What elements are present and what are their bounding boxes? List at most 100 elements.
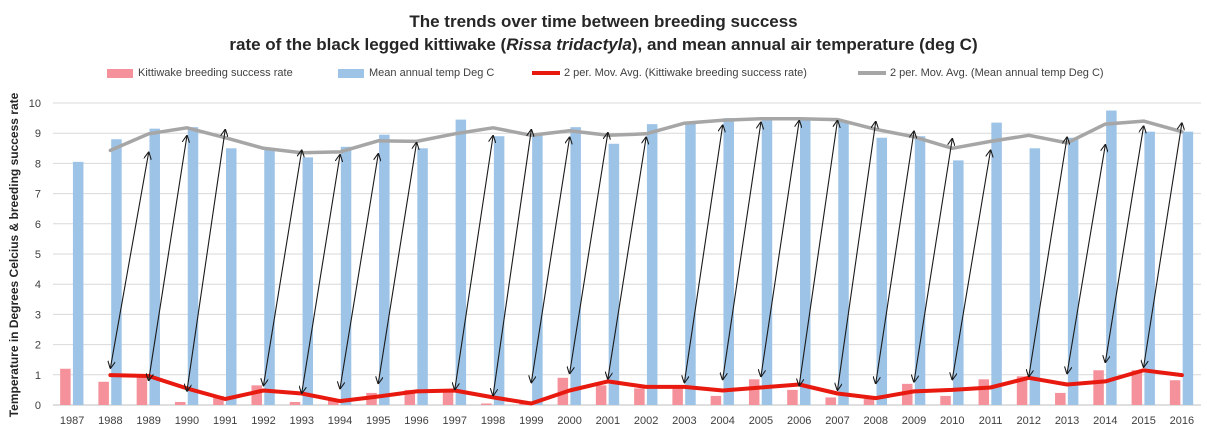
- y-tick-label: 8: [35, 158, 41, 170]
- x-tick-label: 2000: [557, 415, 581, 427]
- y-tick-label: 0: [35, 400, 41, 412]
- breeding-success-bar: [289, 401, 301, 405]
- chart-title-line-1: The trends over time between breeding su…: [409, 12, 798, 31]
- x-tick-label: 2008: [863, 415, 887, 427]
- annotation-arrow: [493, 130, 531, 396]
- y-tick-label: 9: [35, 128, 41, 140]
- mean-temp-bar: [1067, 137, 1079, 406]
- mean-temp-bar: [1029, 148, 1041, 406]
- mean-temp-bar: [264, 148, 275, 406]
- breeding-success-bar: [213, 395, 224, 405]
- breeding-success-bar: [863, 398, 875, 405]
- x-tick-label: 1987: [60, 415, 84, 427]
- mean-temp-bar: [1106, 110, 1117, 406]
- breeding-success-bar: [1055, 392, 1066, 405]
- breeding-success-bar: [825, 397, 836, 405]
- y-tick-labels: 0 1 2 3 4 5 6 7 8 9 10: [29, 98, 41, 412]
- annotation-arrow: [378, 143, 416, 384]
- x-tick-label: 2014: [1093, 415, 1117, 427]
- mean-temp-bar: [493, 136, 505, 405]
- x-tick-label: 2016: [1170, 415, 1194, 427]
- mean-temp-bar: [570, 127, 581, 405]
- breeding-success-bar: [60, 368, 71, 405]
- x-tick-label: 1997: [443, 415, 467, 427]
- x-tick-labels: 1987 1988 1989 1990 1991 1992 1993 1994 1995 1996…: [60, 415, 1194, 427]
- x-tick-label: 2006: [787, 415, 811, 427]
- mean-temp-bar: [1182, 131, 1194, 405]
- y-tick-label: 3: [35, 309, 41, 321]
- mean-temp-bar: [417, 148, 428, 406]
- x-tick-label: 1998: [481, 415, 505, 427]
- annotation-arrow: [110, 152, 148, 368]
- annotation-arrow: [1144, 123, 1182, 367]
- y-tick-label: 5: [35, 249, 41, 261]
- breeding-success-bar: [634, 388, 645, 405]
- legend-label-breeding-mov-avg: 2 per. Mov. Avg. (Kittiwake breeding suc…: [564, 67, 807, 79]
- legend-item-breeding-success: Kittiwake breeding success rate: [107, 67, 293, 79]
- chart-title-line-2: rate of the black legged kittiwake (Riss…: [0, 33, 1207, 56]
- x-tick-label: 2011: [979, 415, 1003, 427]
- breeding-success-bar: [1016, 376, 1028, 405]
- x-tick-label: 1988: [98, 415, 122, 427]
- mean-temp-bar: [302, 157, 314, 405]
- x-tick-label: 1994: [328, 415, 352, 427]
- y-tick-label: 6: [35, 219, 41, 231]
- mean-temp-bar: [455, 119, 467, 406]
- y-tick-label: 7: [35, 189, 41, 201]
- annotation-arrow: [531, 137, 569, 382]
- breeding-success-bar: [174, 401, 186, 405]
- breeding-success-bar: [595, 385, 607, 405]
- annotation-arrow: [914, 139, 952, 382]
- x-tick-label: 2010: [940, 415, 964, 427]
- x-tick-label: 1991: [213, 415, 237, 427]
- x-tick-label: 1993: [289, 415, 313, 427]
- x-tick-label: 2001: [596, 415, 620, 427]
- x-tick-label: 2002: [634, 415, 658, 427]
- legend-label-mean-temp: Mean annual temp Deg C: [369, 67, 495, 79]
- x-tick-label: 2005: [749, 415, 773, 427]
- mean-temp-bar: [72, 161, 84, 405]
- legend-swatch-breeding-mov-avg: [532, 71, 560, 75]
- annotation-arrow: [455, 136, 493, 390]
- legend-item-temp-mov-avg: 2 per. Mov. Avg. (Mean annual temp Deg C…: [858, 67, 1104, 79]
- gridlines: [53, 102, 1201, 406]
- annotation-arrow: [761, 121, 799, 377]
- annotation-arrow: [1067, 145, 1105, 374]
- x-tick-label: 2009: [902, 415, 926, 427]
- annotation-arrow: [952, 150, 990, 379]
- annotation-arrow: [723, 122, 761, 379]
- mean-temp-bar: [991, 122, 1002, 405]
- breeding-success-bar: [748, 379, 760, 405]
- breeding-success-bar: [98, 381, 109, 405]
- chart-title: The trends over time between breeding su…: [0, 10, 1207, 56]
- legend: Kittiwake breeding success rate Mean ann…: [0, 67, 1207, 85]
- x-tick-label: 2013: [1055, 415, 1079, 427]
- annotation-arrow: [876, 131, 914, 383]
- breeding-success-bar: [1093, 370, 1104, 405]
- x-tick-label: 1989: [136, 415, 160, 427]
- legend-swatch-breeding-success: [107, 68, 133, 78]
- legend-swatch-temp-mov-avg: [858, 71, 886, 75]
- breeding-success-bar: [940, 395, 951, 405]
- mean-temp-bar: [187, 127, 199, 405]
- y-tick-label: 4: [35, 279, 41, 291]
- mean-temp-bar: [685, 122, 696, 405]
- breeding-success-bar: [404, 389, 416, 405]
- mean-temp-bar: [800, 118, 811, 405]
- annotation-arrow: [263, 150, 301, 385]
- annotation-arrow: [340, 154, 378, 389]
- annotation-arrow: [149, 136, 187, 381]
- breeding-success-bar: [787, 389, 798, 405]
- annotation-arrow: [799, 121, 837, 386]
- chart-title-line-2-pre: rate of the black legged kittiwake (: [229, 35, 507, 54]
- mean-temp-bar: [226, 148, 237, 406]
- breeding-success-bar: [328, 400, 339, 405]
- annotation-arrow: [837, 122, 875, 390]
- legend-label-breeding-success: Kittiwake breeding success rate: [138, 67, 293, 79]
- mean-temp-bar: [838, 121, 849, 406]
- legend-item-breeding-mov-avg: 2 per. Mov. Avg. (Kittiwake breeding suc…: [532, 67, 807, 79]
- annotation-arrow: [608, 137, 646, 379]
- chart-title-line-2-post: ), and mean annual air temperature (deg …: [631, 35, 978, 54]
- y-tick-label: 2: [35, 340, 41, 352]
